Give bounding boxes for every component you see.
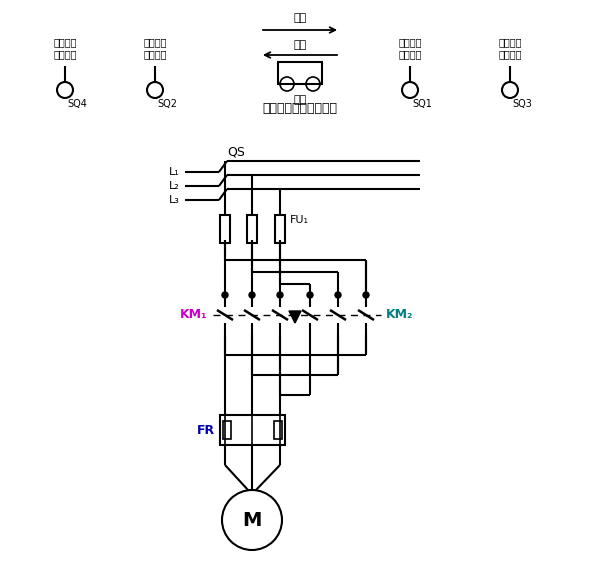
Text: L₃: L₃ xyxy=(169,195,180,205)
Bar xyxy=(275,215,285,243)
Circle shape xyxy=(363,292,369,298)
Text: SQ1: SQ1 xyxy=(412,99,432,109)
Text: 反向后退
限位开关: 反向后退 限位开关 xyxy=(143,37,167,59)
Text: L₁: L₁ xyxy=(169,167,180,177)
Text: 台车: 台车 xyxy=(293,95,307,105)
Bar xyxy=(220,215,230,243)
Text: FR: FR xyxy=(197,423,215,436)
Text: 前进极限
限位开关: 前进极限 限位开关 xyxy=(498,37,522,59)
Text: 后退极限
限位开关: 后退极限 限位开关 xyxy=(53,37,77,59)
Text: 自动往返控制的示意图: 自动往返控制的示意图 xyxy=(263,101,337,114)
Text: FU₁: FU₁ xyxy=(290,215,309,225)
Bar xyxy=(220,415,285,445)
Text: 前进: 前进 xyxy=(293,13,307,23)
Polygon shape xyxy=(289,311,301,323)
Text: L₂: L₂ xyxy=(169,181,180,191)
Bar xyxy=(223,421,231,439)
Circle shape xyxy=(277,292,283,298)
Bar xyxy=(247,215,257,243)
Circle shape xyxy=(249,292,255,298)
Text: SQ3: SQ3 xyxy=(512,99,532,109)
Circle shape xyxy=(222,292,228,298)
Text: 正向前进
限位开关: 正向前进 限位开关 xyxy=(398,37,422,59)
Text: KM₂: KM₂ xyxy=(386,309,413,321)
Text: SQ2: SQ2 xyxy=(157,99,177,109)
Circle shape xyxy=(335,292,341,298)
Text: KM₁: KM₁ xyxy=(179,309,207,321)
Text: QS: QS xyxy=(227,145,245,159)
Text: SQ4: SQ4 xyxy=(67,99,87,109)
Text: 后退: 后退 xyxy=(293,40,307,50)
Circle shape xyxy=(307,292,313,298)
Bar xyxy=(278,62,322,84)
Bar xyxy=(274,421,282,439)
Text: M: M xyxy=(242,511,262,529)
